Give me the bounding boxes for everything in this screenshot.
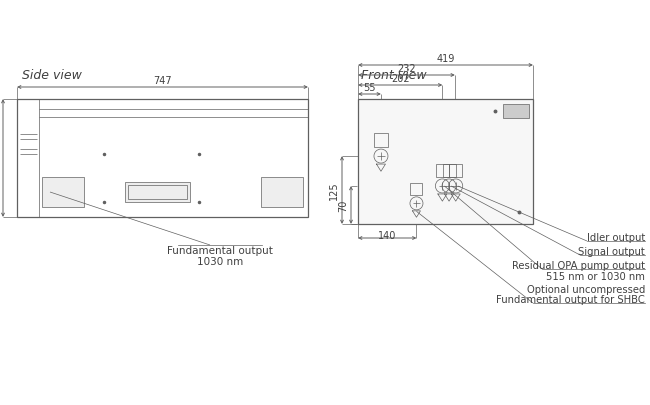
Text: 419: 419	[436, 54, 455, 64]
Text: Front view: Front view	[361, 69, 426, 82]
Bar	[436, 164, 449, 177]
Bar	[42, 177, 84, 207]
Text: Optional uncompressed: Optional uncompressed	[526, 284, 645, 294]
Text: 140: 140	[378, 230, 396, 241]
Text: 515 nm or 1030 nm: 515 nm or 1030 nm	[546, 271, 645, 281]
Bar	[410, 183, 422, 195]
Bar	[503, 105, 529, 119]
Bar	[128, 185, 187, 200]
Bar	[261, 177, 303, 207]
Text: Signal output: Signal output	[578, 246, 645, 256]
Text: 747: 747	[153, 76, 172, 86]
Text: Fundamental output for SHBC: Fundamental output for SHBC	[496, 294, 645, 304]
Bar	[125, 183, 190, 202]
Text: 232: 232	[397, 64, 416, 74]
Text: Idler output: Idler output	[587, 232, 645, 243]
Text: 70: 70	[338, 199, 348, 212]
Text: 55: 55	[363, 83, 376, 93]
Text: 1030 nm: 1030 nm	[197, 256, 243, 266]
Text: Side view: Side view	[22, 69, 82, 82]
Bar	[449, 164, 462, 177]
Bar	[374, 134, 388, 148]
Text: Fundamental output: Fundamental output	[167, 245, 273, 256]
Text: 202: 202	[391, 74, 410, 84]
Bar	[17, 100, 308, 217]
Bar	[358, 100, 533, 224]
Text: Residual OPA pump output: Residual OPA pump output	[512, 260, 645, 270]
Bar	[443, 164, 456, 177]
Text: 125: 125	[329, 181, 339, 200]
